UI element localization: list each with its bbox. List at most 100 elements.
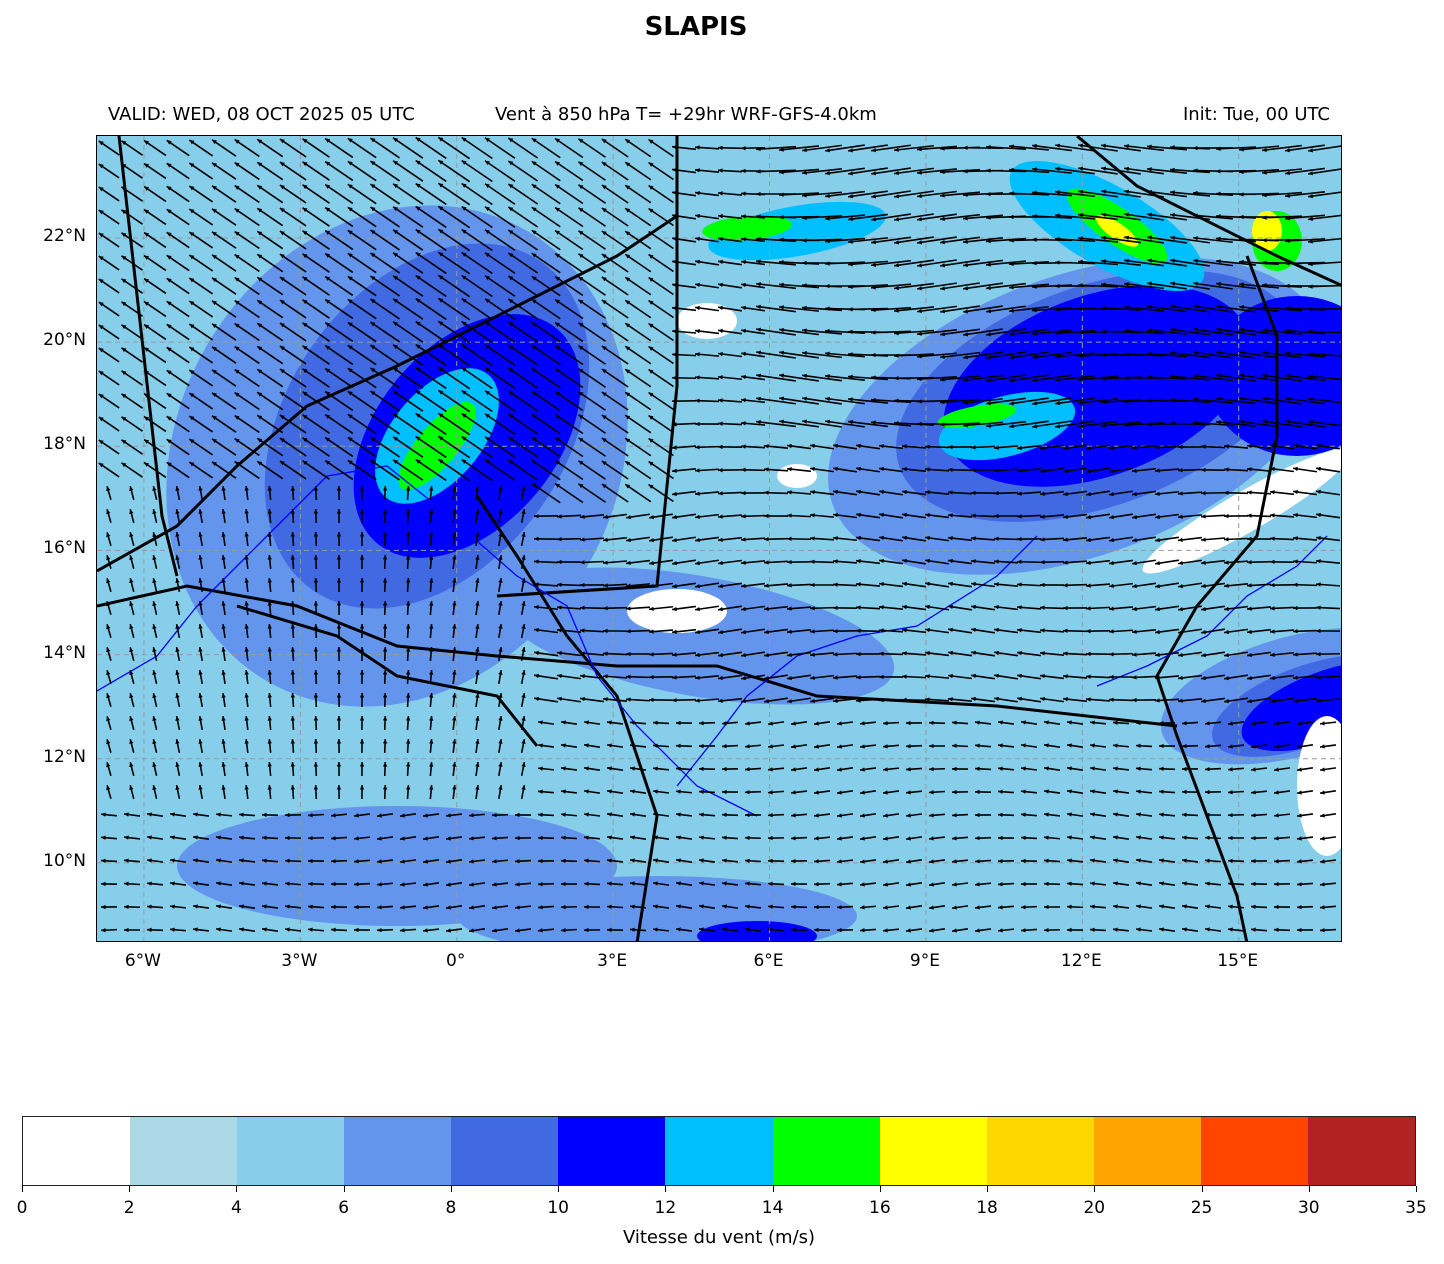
wind-vector: [1308, 214, 1341, 221]
wind-vector: [825, 420, 865, 428]
wind-vector-head: [555, 276, 561, 281]
wind-vector-head: [285, 881, 290, 886]
wind-vector: [256, 184, 284, 204]
wind-vector: [871, 167, 911, 175]
wind-vector-head: [699, 858, 704, 863]
wind-vector: [324, 137, 354, 159]
wind-vector-head: [791, 858, 796, 864]
wind-vector-head: [521, 532, 526, 537]
wind-vector: [554, 252, 584, 274]
wind-vector-head: [856, 466, 861, 472]
wind-vector: [601, 230, 629, 250]
wind-vector-head: [695, 282, 700, 288]
wind-vector-head: [257, 392, 263, 397]
wind-vector: [211, 438, 237, 456]
wind-vector: [1078, 398, 1118, 404]
wind-vector-head: [313, 555, 319, 560]
wind-vector-head: [446, 928, 451, 933]
wind-vector-head: [578, 253, 584, 259]
wind-vector: [802, 167, 842, 175]
wind-vector-head: [244, 509, 249, 514]
wind-vector-head: [198, 693, 203, 698]
wind-vector-head: [584, 812, 589, 817]
wind-vector-head: [221, 624, 226, 629]
wind-vector-head: [676, 789, 681, 794]
wind-vector: [1032, 191, 1072, 197]
wind-vector-head: [415, 183, 421, 188]
wind-vector-head: [257, 208, 263, 213]
wind-vector-head: [557, 514, 562, 519]
wind-vector: [484, 367, 516, 389]
wind-vector-head: [1040, 445, 1045, 451]
wind-vector-head: [718, 398, 723, 403]
wind-vector-head: [400, 928, 405, 933]
wind-vector-head: [963, 216, 968, 221]
wind-vector-head: [538, 766, 543, 771]
wind-vector-head: [1147, 167, 1152, 172]
wind-vector-head: [879, 605, 884, 610]
wind-vector-head: [917, 286, 922, 291]
wind-vector-head: [952, 720, 957, 725]
wind-vector: [848, 260, 888, 266]
wind-vector-head: [948, 627, 953, 633]
wind-vector-head: [1078, 212, 1083, 218]
wind-vector-head: [1132, 606, 1137, 612]
wind-vector-head: [718, 444, 723, 450]
wind-vector-head: [672, 468, 677, 473]
wind-vector-head: [722, 881, 727, 886]
wind-vector-head: [446, 836, 451, 841]
wind-vector-head: [779, 327, 784, 333]
wind-vector-head: [1316, 512, 1321, 518]
wind-vector-head: [1063, 514, 1068, 520]
wind-vector-head: [653, 766, 658, 771]
wind-vector-head: [1032, 378, 1037, 383]
wind-vector: [940, 213, 980, 221]
wind-vector-head: [998, 835, 1003, 841]
wind-vector-head: [741, 514, 746, 519]
wind-vector-head: [257, 231, 263, 236]
wind-vector-head: [695, 445, 700, 450]
wind-vector-head: [952, 859, 957, 864]
wind-vector-head: [429, 716, 434, 721]
wind-vector-head: [1109, 445, 1114, 451]
wind-vector: [279, 207, 307, 227]
wind-vector: [347, 367, 377, 389]
wind-vector-head: [239, 858, 244, 863]
wind-vector-head: [279, 254, 285, 259]
wind-vector: [1147, 213, 1187, 221]
wind-vector-head: [1270, 675, 1275, 681]
wind-vector: [624, 437, 652, 457]
colorbar-segment: [1307, 1117, 1416, 1185]
wind-vector-head: [347, 276, 353, 281]
wind-vector-head: [1109, 514, 1114, 520]
wind-vector-head: [1032, 261, 1037, 266]
wind-vector-head: [485, 229, 490, 235]
wind-vector-head: [948, 467, 953, 472]
wind-vector-head: [290, 739, 295, 744]
wind-vector: [1239, 374, 1279, 382]
wind-vector: [1284, 329, 1326, 335]
wind-vector-head: [741, 560, 746, 565]
wind-vector-head: [1251, 813, 1256, 818]
wind-vector-head: [262, 881, 267, 886]
wind-vector-head: [779, 237, 784, 242]
wind-vector-head: [676, 904, 681, 909]
wind-vector-head: [212, 139, 217, 145]
wind-vector-head: [648, 277, 654, 282]
wind-vector: [871, 190, 911, 198]
wind-vector-head: [802, 193, 807, 198]
wind-vector: [1078, 190, 1118, 198]
wind-vector-head: [833, 582, 838, 587]
wind-vector-head: [166, 301, 172, 306]
wind-vector-head: [1262, 147, 1267, 153]
wind-vector-head: [1205, 927, 1210, 932]
wind-vector-head: [741, 583, 746, 589]
wind-vector-head: [189, 209, 195, 214]
wind-vector-head: [1205, 789, 1210, 795]
wind-vector: [392, 137, 424, 159]
wind-vector: [531, 298, 561, 320]
wind-vector: [578, 414, 606, 434]
wind-vector: [648, 460, 674, 480]
wind-vector-head: [695, 328, 700, 334]
wind-vector-head: [779, 192, 784, 197]
